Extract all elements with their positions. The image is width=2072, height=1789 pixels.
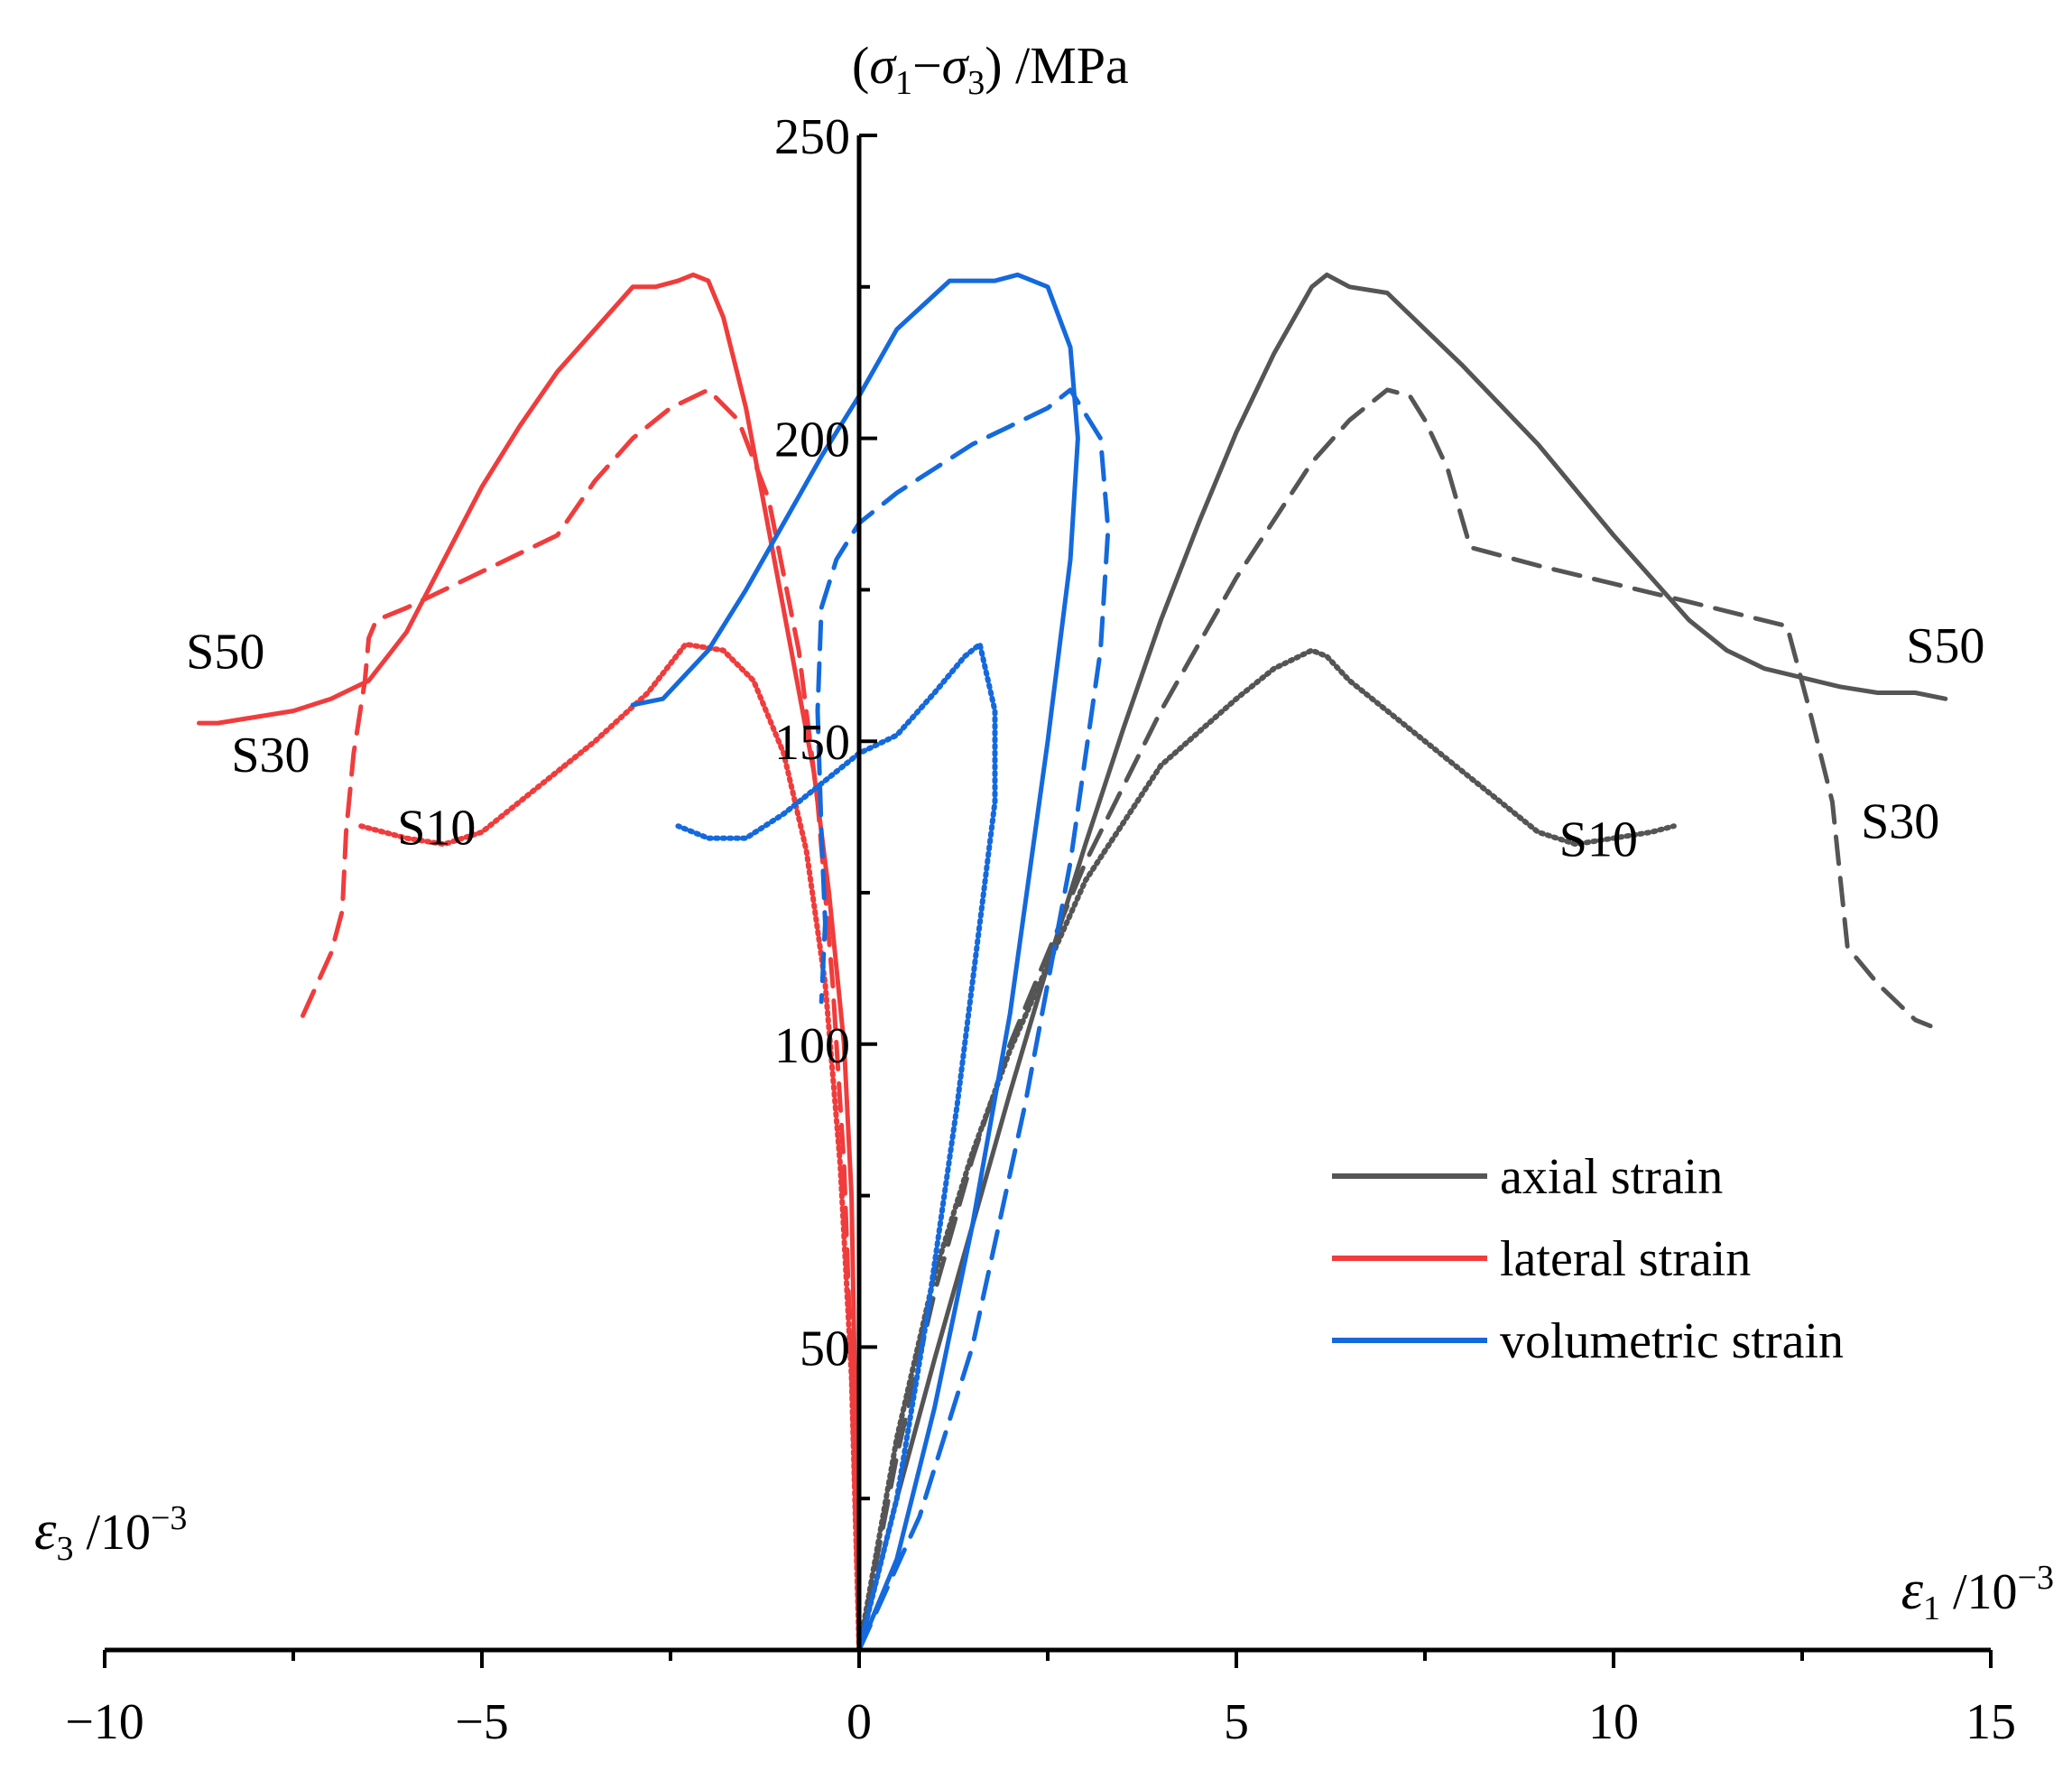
curve-label: S10	[397, 800, 476, 856]
curve-annotations: S50 S30 S10 S50 S30 S10	[186, 618, 1984, 868]
series-line-s50-volumetric	[630, 272, 1080, 1653]
text-span: /10	[73, 1505, 151, 1561]
series-line-s10-axial	[856, 647, 1677, 1653]
subscript: 3	[967, 64, 985, 102]
epsilon: ε	[1901, 1560, 1924, 1621]
x-tick-label: 0	[846, 1694, 872, 1750]
series-line-s30-axial	[856, 387, 1933, 1653]
series-line-s30-lateral	[298, 387, 862, 1653]
y-tick-label: 50	[800, 1321, 850, 1377]
y-axis-title: (σ1−σ3) /MPa	[852, 36, 1129, 102]
x-axis-title-right: ε1 /10−3	[1901, 1559, 2054, 1627]
curve-label: S30	[1861, 794, 1939, 850]
subscript: 1	[895, 64, 912, 102]
x-tick-label: 10	[1588, 1694, 1639, 1750]
legend: axial strain lateral strain volumetric str…	[1332, 1149, 1844, 1369]
curve-label: S50	[186, 625, 264, 681]
epsilon: ε	[34, 1500, 57, 1562]
series-line-s10-lateral	[358, 641, 862, 1653]
text-span: /MPa	[1003, 36, 1129, 95]
superscript: −3	[151, 1499, 187, 1537]
subscript: 3	[56, 1530, 73, 1568]
x-tick-label: 15	[1966, 1694, 2016, 1750]
text-span: (	[852, 36, 869, 95]
text-span: /10	[1940, 1564, 2018, 1620]
x-tick-label: −5	[455, 1694, 509, 1750]
x-tick-label: 5	[1224, 1694, 1249, 1750]
series-line-s10-volumetric	[675, 641, 998, 1653]
series-curves	[197, 272, 1948, 1653]
sigma-3: σ	[942, 36, 970, 95]
series-line-s50-axial	[856, 272, 1948, 1653]
y-tick-label: 150	[774, 715, 850, 771]
x-axis-title-left: ε3 /10−3	[34, 1499, 187, 1568]
sigma-1: σ	[869, 36, 897, 95]
y-tick-label: 250	[774, 109, 850, 165]
text-span: )	[985, 36, 1002, 95]
series-line-s30-volumetric	[815, 387, 1111, 1653]
legend-label-lateral: lateral strain	[1500, 1231, 1751, 1287]
curve-label: S30	[231, 728, 310, 783]
legend-label-volumetric: volumetric strain	[1500, 1313, 1844, 1369]
legend-label-axial: axial strain	[1500, 1149, 1723, 1205]
y-tick-label: 200	[774, 412, 850, 468]
curve-label: S10	[1559, 812, 1638, 868]
x-tick-label: −10	[65, 1694, 144, 1750]
y-tick-label: 100	[774, 1018, 850, 1074]
curve-label: S50	[1906, 618, 1984, 674]
subscript: 1	[1923, 1590, 1940, 1627]
text-span: −	[912, 36, 942, 95]
superscript: −3	[2018, 1559, 2054, 1597]
